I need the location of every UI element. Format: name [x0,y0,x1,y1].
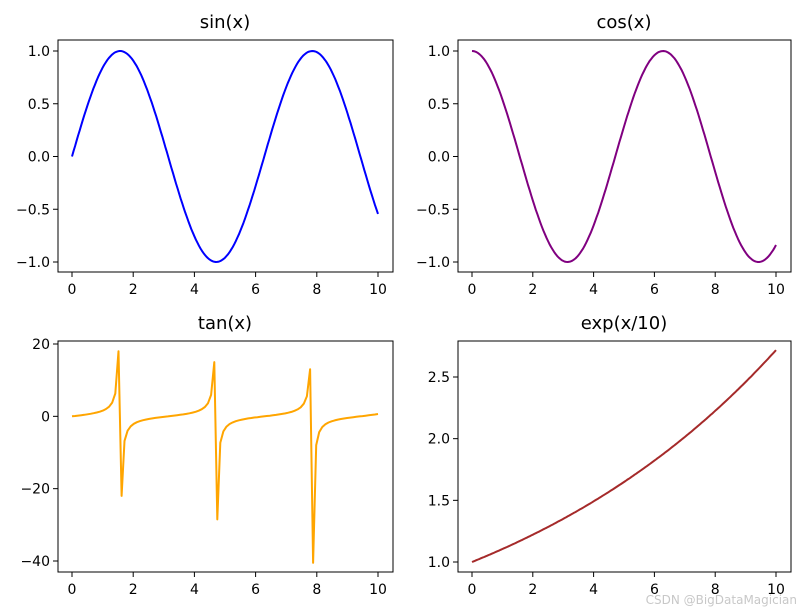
y-tick-label: 0.5 [428,97,450,113]
y-tick-label: 0.5 [28,97,50,113]
x-tick-label: 4 [589,582,598,598]
subplot-sin: sin(x) 0 2 4 6 8 10 1.0 0.5 0.0 −0.5 −1.0 [16,12,394,298]
axes-frame [457,340,792,573]
x-tick-label: 8 [312,582,321,598]
x-tick-label: 6 [251,282,260,298]
series-line [71,50,379,263]
y-tick-label: 0.0 [28,150,50,166]
y-tick-label: −20 [20,482,50,498]
y-tick-label: −1.0 [416,255,450,271]
x-tick-label: 2 [528,582,537,598]
x-tick-label: 8 [711,282,720,298]
y-tick-label: −0.5 [416,202,450,218]
x-tick-label: 10 [369,582,387,598]
x-tick-label: 0 [468,282,477,298]
subplot-tan: tan(x) 0 2 4 6 8 10 20 0 −20 −40 [20,313,394,598]
x-tick-label: 8 [711,582,720,598]
series-line [471,349,777,563]
axes-frame [57,39,394,273]
x-tick-label: 0 [68,282,77,298]
y-tick-label: −1.0 [16,255,50,271]
axes-frame [457,39,792,273]
y-tick-label: 2.0 [428,432,450,448]
x-tick-label: 0 [68,582,77,598]
x-tick-label: 6 [650,582,659,598]
x-tick-label: 2 [129,582,138,598]
x-tick-label: 6 [650,282,659,298]
x-tick-label: 10 [767,282,785,298]
y-tick-label: 1.0 [428,555,450,571]
chart-title: sin(x) [200,12,250,33]
y-tick-label: 1.0 [428,44,450,60]
y-tick-label: 2.5 [428,370,450,386]
x-tick-label: 4 [589,282,598,298]
x-tick-label: 6 [251,582,260,598]
x-tick-label: 2 [129,282,138,298]
y-tick-label: 1.5 [428,493,450,509]
x-tick-label: 10 [767,582,785,598]
y-tick-label: −40 [20,554,50,570]
subplot-cos: cos(x) 0 2 4 6 8 10 1.0 0.5 0.0 −0.5 −1.0 [416,12,792,298]
series-line [71,350,379,564]
subplot-exp: exp(x/10) 0 2 4 6 8 10 2.5 2.0 1.5 1.0 [428,313,792,598]
chart-title: tan(x) [198,313,252,334]
watermark: CSDN @BigDataMagician [645,593,797,607]
x-tick-label: 0 [468,582,477,598]
chart-title: exp(x/10) [581,313,668,334]
y-tick-label: 1.0 [28,44,50,60]
x-tick-label: 4 [190,282,199,298]
y-tick-label: 0.0 [428,150,450,166]
x-tick-label: 10 [369,282,387,298]
axes-frame [57,340,394,573]
series-line [471,50,777,263]
x-tick-label: 4 [190,582,199,598]
x-tick-label: 8 [312,282,321,298]
y-tick-label: −0.5 [16,202,50,218]
x-tick-label: 2 [528,282,537,298]
y-tick-label: 0 [41,409,50,425]
y-tick-label: 20 [32,337,50,353]
chart-title: cos(x) [597,12,652,33]
